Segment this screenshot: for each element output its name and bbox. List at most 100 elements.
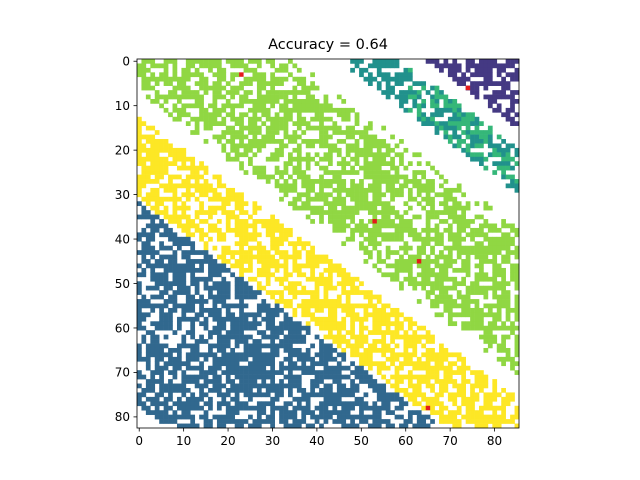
heatmap-cell	[483, 135, 488, 140]
heatmap-cell	[443, 108, 448, 113]
heatmap-cell	[346, 312, 351, 317]
heatmap-cell	[141, 86, 146, 91]
heatmap-cell	[435, 59, 440, 64]
heatmap-cell	[443, 264, 448, 269]
heatmap-cell	[195, 375, 200, 380]
heatmap-cell	[328, 281, 333, 286]
heatmap-cell	[310, 299, 315, 304]
heatmap-cell	[155, 139, 160, 144]
heatmap-cell	[386, 255, 391, 260]
heatmap-cell	[399, 335, 404, 340]
heatmap-cell	[155, 210, 160, 215]
heatmap-cell	[381, 272, 386, 277]
heatmap-cell	[390, 361, 395, 366]
heatmap-cell	[181, 108, 186, 113]
heatmap-cell	[359, 201, 364, 206]
heatmap-cell	[315, 335, 320, 340]
heatmap-cell	[208, 286, 213, 291]
heatmap-cell	[173, 72, 178, 77]
heatmap-cell	[515, 268, 520, 273]
heatmap-cell	[368, 143, 373, 148]
heatmap-cell	[208, 335, 213, 340]
heatmap-cell	[377, 308, 382, 313]
heatmap-cell	[364, 148, 369, 153]
heatmap-cell	[248, 246, 253, 251]
heatmap-cell	[497, 392, 502, 397]
heatmap-cell	[177, 304, 182, 309]
heatmap-cell	[488, 81, 493, 86]
heatmap-cell	[439, 295, 444, 300]
heatmap-cell	[261, 95, 266, 100]
heatmap-cell	[435, 63, 440, 68]
heatmap-cell	[208, 348, 213, 353]
heatmap-cell	[155, 401, 160, 406]
heatmap-cell	[217, 366, 222, 371]
heatmap-cell	[448, 139, 453, 144]
heatmap-cell	[506, 175, 511, 180]
heatmap-cell	[221, 415, 226, 420]
heatmap-cell	[164, 183, 169, 188]
heatmap-cell	[421, 99, 426, 104]
heatmap-cell	[164, 366, 169, 371]
heatmap-cell	[483, 330, 488, 335]
heatmap-cell	[377, 366, 382, 371]
heatmap-cell	[159, 183, 164, 188]
heatmap-cell	[244, 148, 249, 153]
heatmap-cell	[150, 170, 155, 175]
heatmap-cell	[346, 375, 351, 380]
heatmap-cell	[475, 370, 480, 375]
heatmap-cell	[430, 299, 435, 304]
heatmap-cell	[506, 223, 511, 228]
heatmap-cell	[475, 86, 480, 91]
heatmap-cell	[426, 215, 431, 220]
heatmap-cell	[279, 241, 284, 246]
heatmap-cell	[355, 170, 360, 175]
heatmap-cell	[372, 295, 377, 300]
heatmap-cell	[510, 166, 515, 171]
heatmap-cell	[239, 384, 244, 389]
heatmap-cell	[488, 326, 493, 331]
heatmap-cell	[257, 388, 262, 393]
heatmap-cell	[475, 419, 480, 424]
heatmap-cell	[204, 286, 209, 291]
heatmap-cell	[244, 352, 249, 357]
heatmap-cell	[150, 237, 155, 242]
heatmap-cell	[270, 312, 275, 317]
heatmap-cell	[235, 384, 240, 389]
heatmap-cell	[186, 219, 191, 224]
heatmap-cell	[368, 330, 373, 335]
heatmap-cell	[213, 72, 218, 77]
heatmap-cell	[319, 281, 324, 286]
heatmap-cell	[168, 388, 173, 393]
heatmap-cell	[386, 152, 391, 157]
heatmap-cell	[452, 77, 457, 82]
heatmap-cell	[355, 183, 360, 188]
heatmap-cell	[355, 223, 360, 228]
heatmap-cell	[395, 326, 400, 331]
heatmap-cell	[137, 68, 142, 73]
heatmap-cell	[164, 317, 169, 322]
heatmap-cell	[315, 86, 320, 91]
heatmap-cell	[399, 321, 404, 326]
heatmap-cell	[395, 335, 400, 340]
heatmap-cell	[501, 77, 506, 82]
heatmap-cell	[359, 130, 364, 135]
heatmap-cell	[226, 410, 231, 415]
heatmap-cell	[266, 157, 271, 162]
heatmap-cell	[137, 370, 142, 375]
heatmap-cell	[168, 406, 173, 411]
heatmap-cell	[186, 406, 191, 411]
heatmap-cell	[199, 384, 204, 389]
heatmap-cell	[275, 308, 280, 313]
heatmap-cell	[443, 379, 448, 384]
heatmap-cell	[346, 223, 351, 228]
heatmap-cell	[475, 81, 480, 86]
heatmap-cell	[319, 255, 324, 260]
heatmap-cell	[279, 415, 284, 420]
heatmap-cell	[497, 63, 502, 68]
heatmap-cell	[515, 68, 520, 73]
heatmap-cell	[146, 201, 151, 206]
heatmap-cell	[155, 272, 160, 277]
heatmap-cell	[275, 304, 280, 309]
heatmap-cell	[230, 397, 235, 402]
